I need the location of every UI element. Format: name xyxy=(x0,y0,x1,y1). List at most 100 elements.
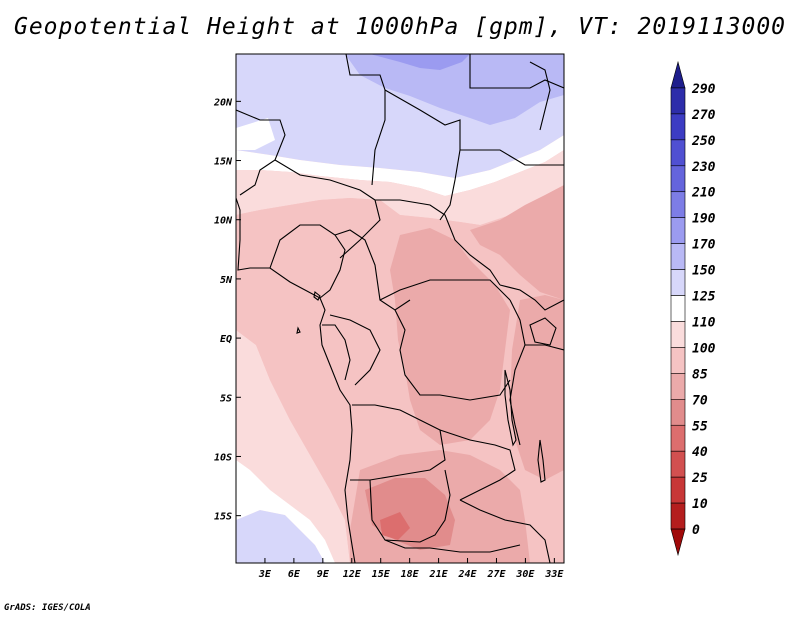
country-borders xyxy=(236,54,564,563)
colorbar-level-label: 25 xyxy=(691,471,708,486)
x-tick-label: 9E xyxy=(317,569,330,580)
colorbar-swatch xyxy=(670,347,686,374)
colorbar-level-label: 170 xyxy=(692,238,716,253)
border-chad xyxy=(375,199,501,286)
colorbar-level-label: 230 xyxy=(691,160,716,175)
lake-malawi xyxy=(537,439,546,483)
border-zimbabwe-moz xyxy=(459,499,551,563)
colorbar-swatch xyxy=(670,217,686,244)
colorbar-bottom-arrow xyxy=(670,528,686,557)
colorbar-swatch xyxy=(670,502,686,530)
chart-title: Geopotential Height at 1000hPa [gpm], VT… xyxy=(13,14,787,40)
border-east-africa xyxy=(509,299,526,446)
border-namibia-botswana xyxy=(369,469,451,543)
field-125-atlantic xyxy=(236,510,325,563)
map-plot xyxy=(236,54,564,563)
field-70-east xyxy=(510,295,564,480)
colorbar-level-label: 0 xyxy=(692,523,700,538)
colorbar: 2902702502302101901701501251101008570554… xyxy=(670,60,716,557)
colorbar-level-label: 210 xyxy=(691,186,716,201)
border-tanzania xyxy=(525,344,564,351)
y-tick-label: 5S xyxy=(220,393,232,404)
x-tick-label: 3E xyxy=(258,569,272,580)
border-southafrica xyxy=(384,539,521,553)
colorbar-level-label: 55 xyxy=(692,419,708,434)
colorbar-swatch xyxy=(670,243,686,270)
y-tick-label: 15N xyxy=(214,157,233,168)
colorbar-level-label: 150 xyxy=(692,264,716,279)
border-ethiopia xyxy=(499,284,564,311)
field-190-north xyxy=(370,54,470,70)
coastline-redsea xyxy=(529,61,551,131)
colorbar-swatch xyxy=(670,165,686,193)
x-tick-label: 24E xyxy=(457,569,477,580)
x-tick-label: 27E xyxy=(486,569,506,580)
colorbar-level-label: 125 xyxy=(692,290,716,305)
y-tick-label: 10N xyxy=(214,216,233,227)
island-bioko xyxy=(313,291,321,301)
colorbar-swatch xyxy=(670,87,686,115)
field-110-westcoast xyxy=(236,118,275,150)
field-110-atlantic xyxy=(236,460,335,563)
colorbar-level-label: 270 xyxy=(691,108,716,123)
colorbar-level-label: 190 xyxy=(692,212,716,227)
y-tick-label: 5N xyxy=(220,275,233,286)
border-sudan xyxy=(460,149,564,166)
border-car xyxy=(379,279,511,301)
field-70-ethiopia xyxy=(470,185,564,300)
colorbar-swatch xyxy=(670,450,686,478)
lake-tanganyika xyxy=(504,369,517,447)
x-tick-label: 18E xyxy=(401,569,420,580)
y-tick-label: 15S xyxy=(214,512,232,523)
colorbar-swatch xyxy=(670,424,686,452)
lake-victoria xyxy=(529,317,557,346)
border-libya xyxy=(384,89,461,221)
border-egypt xyxy=(469,54,564,89)
colorbar-swatch xyxy=(670,399,686,426)
y-tick-label: 10S xyxy=(214,452,232,463)
software-credit: GrADS: IGES/COLA xyxy=(4,603,91,613)
island-saotome xyxy=(296,326,301,334)
border-angola xyxy=(350,404,446,481)
colorbar-swatch xyxy=(670,373,686,400)
colorbar-swatch xyxy=(670,113,686,141)
y-axis-ticks: 20N 15N 10N 5N EQ 5S 10S 15S xyxy=(213,97,241,523)
colorbar-level-label: 10 xyxy=(692,497,708,512)
x-axis-ticks: 3E 6E 9E 12E 15E 18E 21E 24E 27E 30E 33E xyxy=(258,558,564,580)
y-tick-label: 20N xyxy=(213,97,233,108)
border-niger xyxy=(274,159,381,259)
colorbar-level-label: 85 xyxy=(692,367,708,382)
colorbar-swatch xyxy=(670,321,686,348)
border-congo xyxy=(329,314,381,386)
x-tick-label: 33E xyxy=(544,569,564,580)
field-100-west xyxy=(236,150,564,225)
colorbar-swatch xyxy=(670,269,686,296)
border-mali-niger xyxy=(236,109,286,196)
colorbar-swatch xyxy=(670,295,686,322)
x-tick-label: 30E xyxy=(515,569,535,580)
y-tick-label: EQ xyxy=(220,334,232,345)
x-tick-label: 6E xyxy=(288,569,301,580)
colorbar-level-label: 70 xyxy=(692,393,708,408)
colorbar-level-label: 100 xyxy=(692,341,716,356)
field-170-north xyxy=(345,54,564,125)
border-gabon xyxy=(322,324,351,381)
plot-frame xyxy=(235,53,565,564)
colorbar-level-label: 110 xyxy=(692,315,716,330)
colorbar-top-arrow xyxy=(670,60,686,89)
border-zambia xyxy=(439,429,516,501)
x-tick-label: 21E xyxy=(429,569,449,580)
field-70-central xyxy=(390,228,510,445)
colorbar-swatch xyxy=(670,139,686,167)
colorbar-level-label: 290 xyxy=(691,82,716,97)
x-tick-label: 12E xyxy=(343,569,362,580)
colorbar-swatch xyxy=(670,191,686,218)
x-tick-label: 15E xyxy=(372,569,391,580)
field-40-south xyxy=(380,512,410,540)
field-110-sahel xyxy=(236,135,564,196)
colorbar-swatch xyxy=(670,476,686,504)
border-drc-north xyxy=(394,309,511,401)
colorbar-level-label: 40 xyxy=(692,445,708,460)
coastline-west xyxy=(236,197,356,563)
